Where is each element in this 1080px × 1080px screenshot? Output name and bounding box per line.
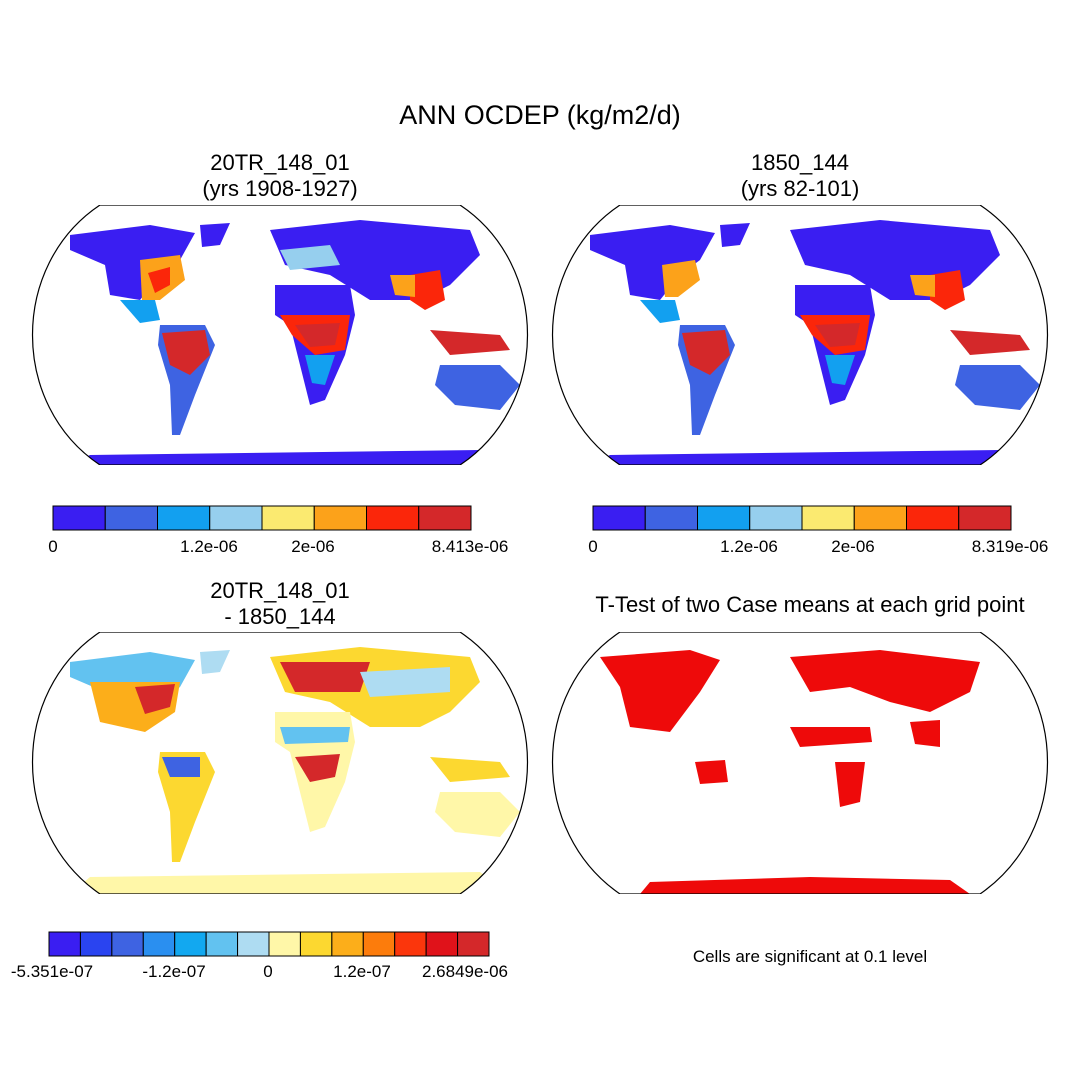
map-case1 xyxy=(32,205,528,465)
colorbar-difference-tick: 0 xyxy=(263,962,273,981)
colorbar-case2-tick: 2e-06 xyxy=(831,537,875,556)
colorbar-swatch xyxy=(592,505,646,531)
colorbar-case2-tick: 0 xyxy=(588,537,598,556)
colorbar-case2 xyxy=(592,505,1012,531)
figure-title: ANN OCDEP (kg/m2/d) xyxy=(399,100,681,130)
colorbar-swatch xyxy=(142,931,176,957)
colorbar-case2-tick: 1.2e-06 xyxy=(720,537,778,556)
colorbar-difference-tick: 2.6849e-06 xyxy=(421,962,509,981)
colorbar-swatch xyxy=(394,931,427,957)
colorbar-swatch xyxy=(299,931,333,957)
colorbar-swatch xyxy=(697,505,751,531)
colorbar-swatch xyxy=(644,505,698,531)
colorbar-case1-tick: 0 xyxy=(48,537,58,556)
colorbar-case1-tick: 2e-06 xyxy=(291,537,335,556)
colorbar-swatch xyxy=(237,931,270,957)
panel-title-difference: 20TR_148_01 - 1850_144 xyxy=(210,578,350,629)
colorbar-swatch xyxy=(174,931,207,957)
colorbar-swatch xyxy=(958,505,1012,531)
colorbar-swatch xyxy=(331,931,364,957)
colorbar-case1 xyxy=(52,505,472,531)
colorbar-swatch xyxy=(425,931,459,957)
colorbar-swatch xyxy=(261,505,315,531)
colorbar-swatch xyxy=(362,931,396,957)
colorbar-swatch xyxy=(418,505,472,531)
map-case2 xyxy=(552,205,1048,465)
colorbar-case2-tick: 8.319e-06 xyxy=(971,537,1049,556)
colorbar-swatch xyxy=(48,931,81,957)
colorbar-swatch xyxy=(52,505,106,531)
colorbar-swatch xyxy=(366,505,420,531)
colorbar-swatch xyxy=(853,505,907,531)
colorbar-case1-tick: 8.413e-06 xyxy=(431,537,509,556)
colorbar-swatch xyxy=(457,931,490,957)
colorbar-difference xyxy=(48,931,490,957)
map-difference xyxy=(32,632,528,894)
colorbar-case1-tick: 1.2e-06 xyxy=(180,537,238,556)
panel-title-case2: 1850_144 (yrs 82-101) xyxy=(740,150,860,201)
colorbar-swatch xyxy=(157,505,211,531)
colorbar-difference-tick: 1.2e-07 xyxy=(333,962,391,981)
panel-title-ttest: T-Test of two Case means at each grid po… xyxy=(595,592,1025,617)
colorbar-swatch xyxy=(313,505,367,531)
colorbar-swatch xyxy=(104,505,158,531)
colorbar-swatch xyxy=(209,505,263,531)
colorbar-swatch xyxy=(111,931,144,957)
colorbar-swatch xyxy=(906,505,960,531)
colorbar-swatch xyxy=(205,931,239,957)
colorbar-swatch xyxy=(79,931,113,957)
significance-note: Cells are significant at 0.1 level xyxy=(692,947,928,966)
colorbar-difference-tick: -1.2e-07 xyxy=(142,962,206,981)
panel-title-case1: 20TR_148_01 (yrs 1908-1927) xyxy=(202,150,358,201)
colorbar-difference-tick: -5.351e-07 xyxy=(10,962,94,981)
colorbar-swatch xyxy=(801,505,855,531)
colorbar-swatch xyxy=(268,931,301,957)
colorbar-swatch xyxy=(749,505,803,531)
map-ttest xyxy=(552,632,1048,894)
